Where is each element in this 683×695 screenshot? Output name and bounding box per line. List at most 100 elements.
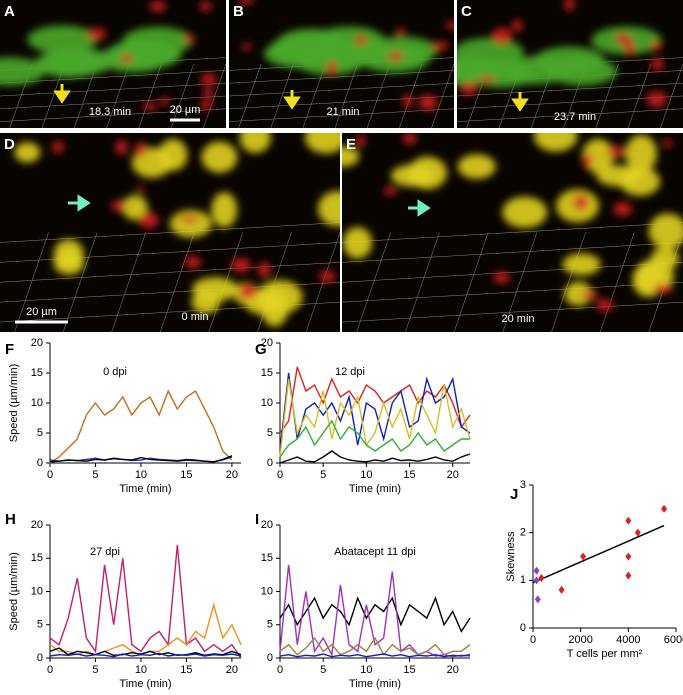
cell [491, 27, 512, 44]
grid-3d [457, 95, 683, 110]
cell [231, 258, 251, 273]
panel-label: A [4, 3, 15, 20]
cell [201, 141, 238, 173]
x-axis-label: T cells per mm² [567, 648, 643, 660]
panel-label: D [4, 136, 15, 153]
cell [149, 0, 166, 12]
cell [596, 299, 614, 312]
grid-3d [14, 232, 49, 332]
y-tick-label: 15 [31, 367, 43, 379]
speed-line [49, 602, 242, 656]
cell [257, 262, 271, 278]
y-tick-label: 0 [37, 652, 43, 664]
speed-line [279, 372, 471, 452]
x-tick-label: 0 [530, 634, 536, 646]
grid-3d [305, 232, 340, 332]
grid-3d [342, 301, 683, 323]
cell [260, 288, 289, 327]
cell [477, 76, 496, 83]
x-tick-label: 10 [135, 469, 147, 481]
grid-3d [0, 82, 226, 97]
y-tick-label: 10 [261, 397, 273, 409]
cell [646, 91, 667, 108]
cell [653, 284, 673, 294]
chart-title: 12 dpi [335, 366, 365, 378]
speed-line [279, 450, 471, 464]
cell [184, 256, 201, 269]
speed-line [279, 636, 471, 656]
y-tick-label: 10 [31, 397, 43, 409]
fit-line [532, 524, 665, 584]
grid-3d [302, 63, 326, 128]
x-tick-label: 0 [277, 469, 283, 481]
x-axis-label: Time (min) [119, 483, 171, 495]
scale-label: 20 µm [170, 104, 201, 116]
cell [564, 281, 593, 306]
cell [582, 152, 593, 169]
cell [27, 25, 98, 54]
cell [241, 43, 252, 51]
speed-line [279, 378, 471, 458]
micrograph [0, 0, 226, 128]
cell [466, 59, 537, 88]
y-tick-label: 20 [31, 519, 43, 531]
cell [606, 146, 626, 158]
speed-line [279, 596, 471, 633]
cells [14, 133, 340, 327]
cell [53, 239, 84, 269]
cell [387, 52, 404, 61]
cell [614, 33, 632, 44]
cell [613, 202, 632, 217]
cell [396, 27, 405, 36]
cell [111, 200, 126, 212]
y-axis-label: Skewness [505, 531, 517, 582]
cell [596, 165, 643, 187]
x-tick-label: 0 [47, 664, 53, 676]
panel-label: G [255, 341, 267, 358]
y-tick-label: 15 [261, 552, 273, 564]
x-tick-label: 15 [180, 469, 192, 481]
cell [355, 35, 368, 46]
speed-line [279, 653, 471, 658]
cell [342, 146, 360, 167]
grid-3d [457, 82, 683, 97]
cell [238, 0, 254, 5]
x-tick-label: 20 [226, 469, 238, 481]
cell [327, 60, 337, 76]
grid-3d [0, 108, 226, 122]
grid-3d [431, 63, 454, 128]
x-tick-label: 5 [92, 664, 98, 676]
cell [304, 133, 340, 154]
cell [317, 190, 340, 227]
cell [160, 96, 170, 106]
cell [648, 213, 683, 249]
time-label: 0 min [182, 311, 209, 323]
x-tick-label: 5 [320, 469, 326, 481]
cell [122, 26, 193, 55]
x-tick-label: 15 [403, 469, 415, 481]
cell [42, 47, 113, 76]
cell [191, 291, 221, 314]
cell [573, 194, 589, 211]
cell [663, 138, 673, 148]
cell [445, 21, 454, 30]
micrograph [229, 0, 454, 128]
x-axis-label: Time (min) [349, 483, 401, 495]
grid-3d [502, 232, 538, 332]
speed-line [49, 389, 233, 464]
cell [356, 134, 366, 148]
grid-3d [599, 232, 635, 332]
speed-line [279, 564, 471, 658]
time-label: 18.3 min [89, 106, 131, 118]
cell [534, 46, 605, 75]
point [661, 504, 668, 513]
cell [199, 99, 213, 110]
x-tick-label: 0 [47, 469, 53, 481]
cells [457, 0, 667, 108]
y-tick-label: 20 [261, 337, 273, 349]
grid-3d [229, 108, 454, 122]
grid-3d [457, 108, 683, 122]
cell [0, 57, 45, 86]
point [634, 528, 641, 537]
time-label: 21 min [326, 106, 359, 118]
